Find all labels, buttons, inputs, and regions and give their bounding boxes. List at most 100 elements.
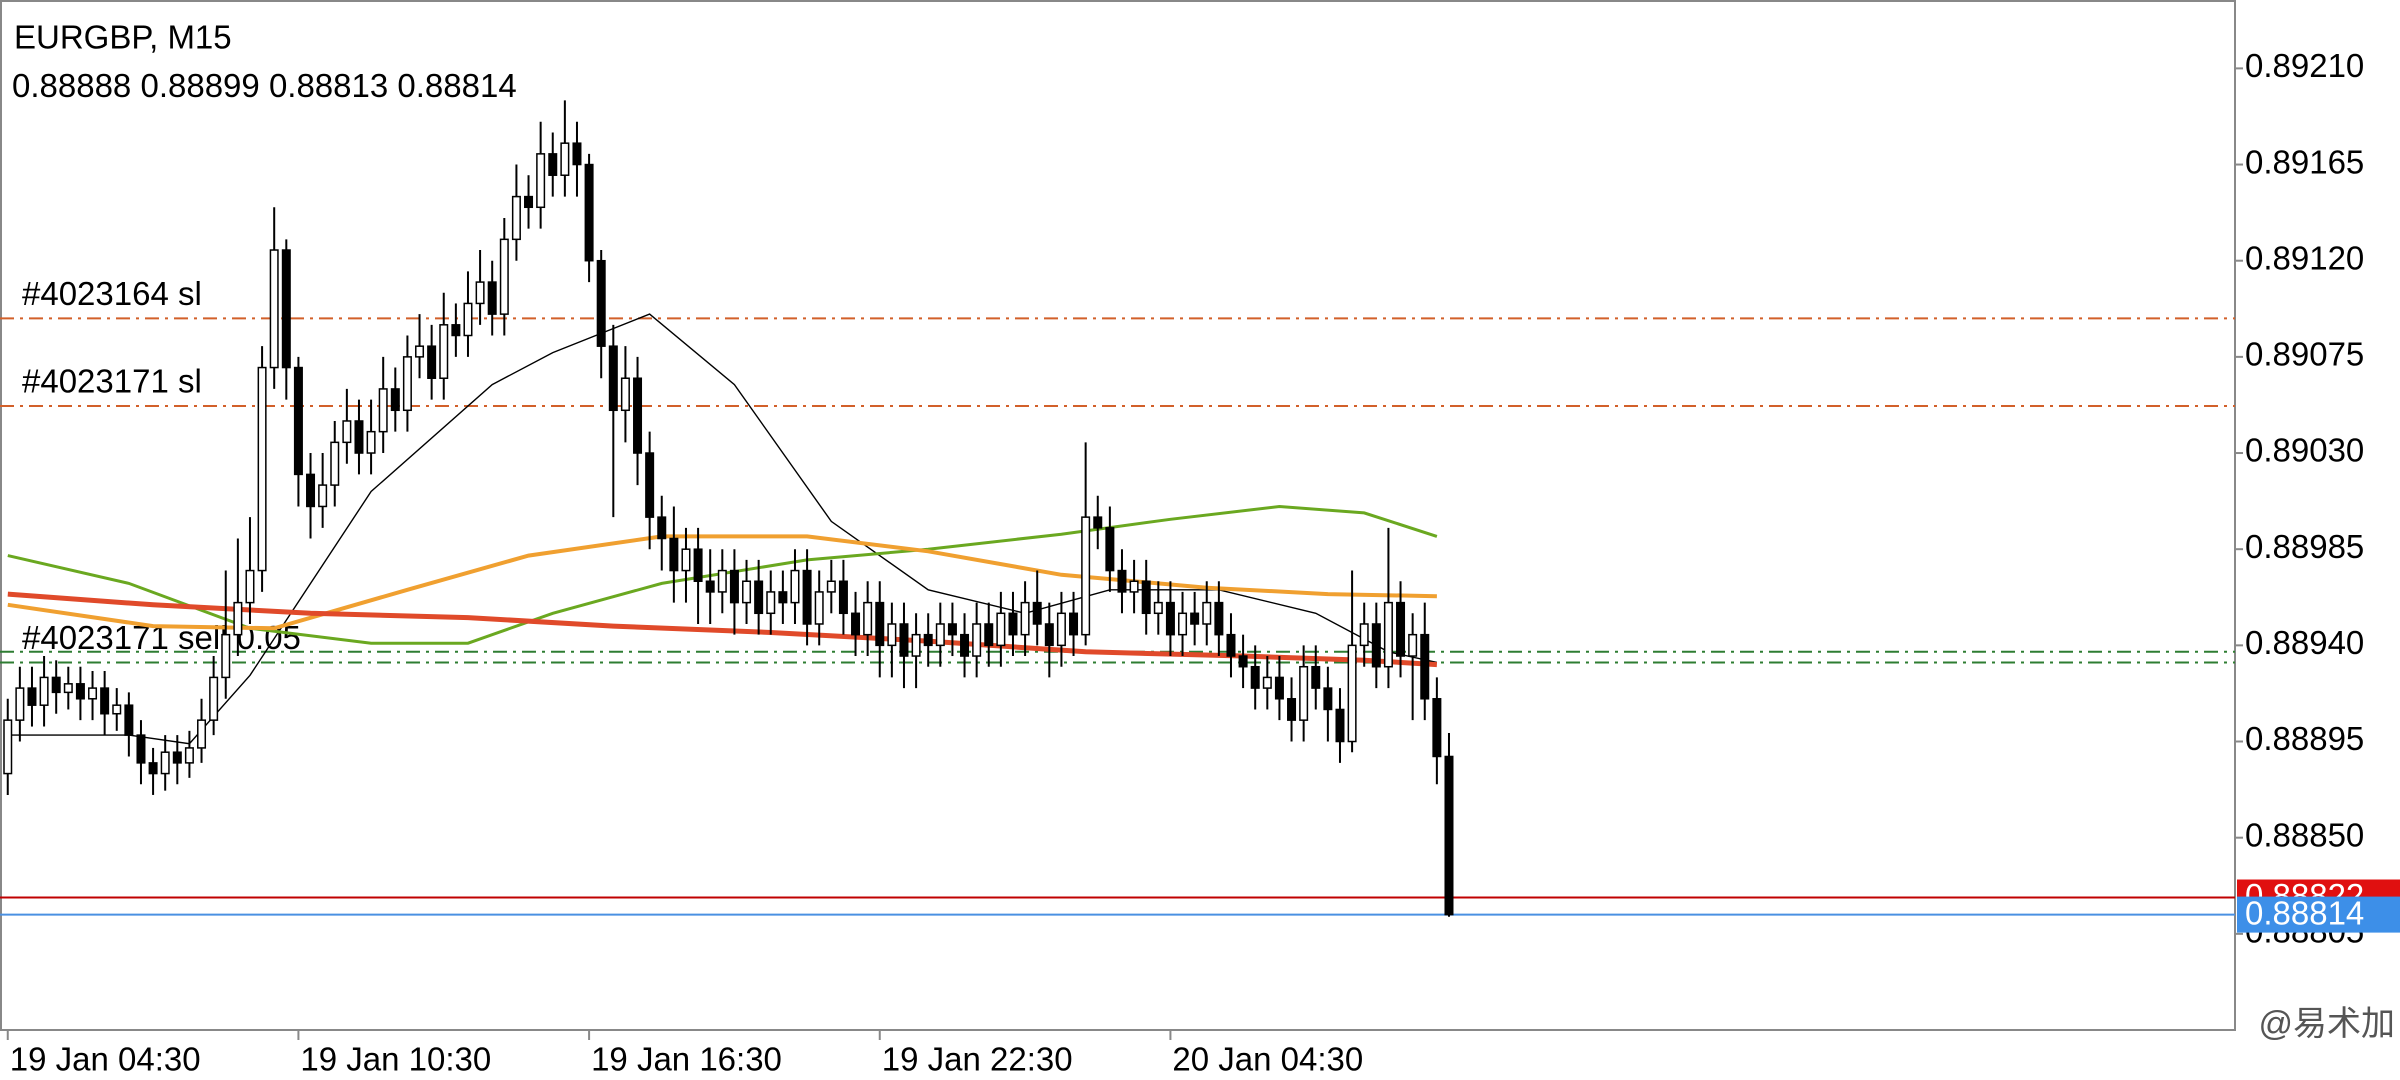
symbol-title: EURGBP, M15 <box>14 19 232 56</box>
candle-body <box>1371 623 1381 668</box>
candle-body <box>1117 569 1127 593</box>
candle-body <box>935 623 945 647</box>
candle-body <box>1129 580 1139 593</box>
candle-body <box>463 302 473 337</box>
candle-body <box>1432 698 1442 758</box>
candle-body <box>27 687 37 706</box>
candle-body <box>3 719 13 775</box>
candle-body <box>184 747 194 764</box>
candle-body <box>1335 708 1345 743</box>
candle-body <box>1178 612 1188 636</box>
candle-body <box>536 153 546 209</box>
candle-body <box>1153 601 1163 615</box>
moving-average <box>7 313 1438 745</box>
candle-body <box>633 377 643 454</box>
candle-body <box>1105 527 1115 572</box>
candle-body <box>717 569 727 593</box>
candle-body <box>766 591 776 615</box>
candle-body <box>39 676 49 706</box>
candle-body <box>245 569 255 604</box>
open-value: 0.88888 <box>12 67 131 104</box>
candle-body <box>1165 601 1175 636</box>
candle-body <box>838 580 848 615</box>
candle-body <box>281 249 291 369</box>
candle-body <box>851 612 861 636</box>
candle-body <box>511 195 521 241</box>
candle-body <box>342 420 352 444</box>
candle-body <box>960 633 970 657</box>
candle-body <box>947 623 957 636</box>
candle-body <box>88 687 98 700</box>
candle-body <box>209 676 219 721</box>
candle-body <box>1262 676 1272 689</box>
y-tick-label: 0.88940 <box>2245 624 2364 661</box>
candle-body <box>63 683 73 694</box>
candle-body <box>1141 580 1151 615</box>
candle-body <box>548 153 558 176</box>
candle-body <box>378 388 388 433</box>
candle-body <box>148 762 158 775</box>
candle-body <box>402 356 412 412</box>
candle-body <box>499 238 509 315</box>
x-tick-label: 19 Jan 16:30 <box>591 1041 782 1078</box>
candle-body <box>1420 633 1430 700</box>
y-tick-label: 0.89210 <box>2245 47 2364 84</box>
candle-body <box>875 601 885 647</box>
candle-body <box>306 473 316 508</box>
candle-body <box>1069 612 1079 636</box>
y-tick-label: 0.89120 <box>2245 239 2364 276</box>
candle-body <box>15 687 25 721</box>
candle-body <box>754 580 764 615</box>
candle-body <box>1081 516 1091 636</box>
candle-body <box>112 704 122 715</box>
candle-body <box>972 623 982 657</box>
candle-body <box>269 249 279 369</box>
candle-body <box>1250 665 1260 689</box>
candle-body <box>911 633 921 657</box>
candle-body <box>1359 623 1369 647</box>
candle-body <box>1274 676 1284 700</box>
level-label: #4023164 sl <box>22 275 202 312</box>
y-tick-label: 0.88850 <box>2245 816 2364 853</box>
candle-body <box>681 548 691 572</box>
candle-body <box>1214 601 1224 636</box>
candle-body <box>863 601 873 636</box>
candle-body <box>887 623 897 647</box>
candle-body <box>1020 601 1030 636</box>
candle-body <box>1226 633 1236 657</box>
candle-body <box>996 612 1006 647</box>
candle-body <box>1008 612 1018 636</box>
candle-body <box>415 345 425 358</box>
candle-body <box>572 142 582 166</box>
candle-body <box>293 366 303 476</box>
ohlc-header: 0.88888 0.88899 0.88813 0.88814 <box>12 67 517 104</box>
candle-body <box>1347 644 1357 743</box>
candle-body <box>1299 665 1309 721</box>
candle-body <box>427 345 437 379</box>
candle-body <box>1093 516 1103 529</box>
candle-body <box>487 281 497 315</box>
moving-average <box>7 534 1437 631</box>
x-tick-label: 19 Jan 22:30 <box>882 1041 1073 1078</box>
price-badge <box>2237 896 2400 933</box>
price-badge-label: 0.88814 <box>2245 894 2364 931</box>
x-tick-label: 20 Jan 04:30 <box>1172 1041 1363 1078</box>
candle-body <box>608 345 618 412</box>
candle-body <box>1383 601 1393 668</box>
candle-body <box>51 676 61 694</box>
candle-body <box>1056 612 1066 647</box>
candle-body <box>620 377 630 412</box>
candle-body <box>778 591 788 604</box>
candle-body <box>1238 655 1248 668</box>
candle-body <box>330 441 340 486</box>
candle-body <box>802 569 812 625</box>
y-tick-label: 0.89075 <box>2245 336 2364 373</box>
candle-body <box>233 601 243 636</box>
candle-body <box>814 591 824 625</box>
candle-body <box>390 388 400 412</box>
candle-body <box>790 569 800 604</box>
candle-body <box>160 751 170 775</box>
candle-body <box>75 683 85 700</box>
candle-body <box>693 548 703 582</box>
